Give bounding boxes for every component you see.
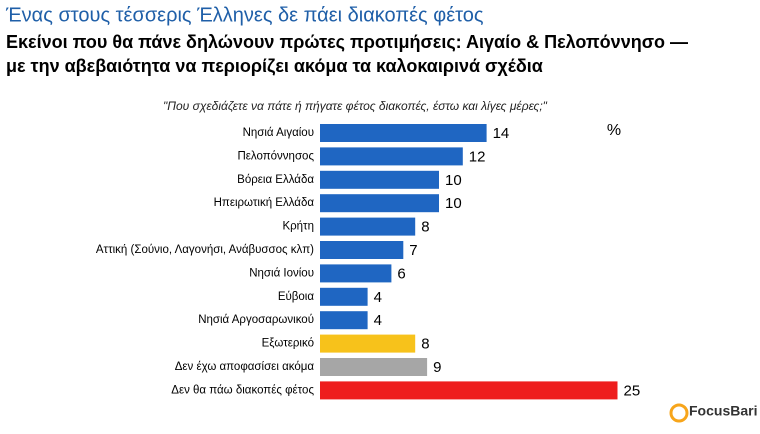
category-label: Εύβοια [278, 291, 315, 303]
logo-icon [669, 403, 689, 423]
chart-title: Ένας στους τέσσερις Έλληνες δε πάει διακ… [5, 4, 484, 26]
question: "Που σχεδιάζετε να πάτε ή πήγατε φέτος δ… [163, 99, 548, 113]
category-label: Βόρεια Ελλάδα [237, 174, 314, 186]
category-label: Αττική (Σούνιο, Λαγονήσι, Ανάβυσσος κλπ) [96, 244, 314, 256]
category-label: Νησιά Ιονίου [249, 267, 314, 279]
category-label: Δεν θα πάω διακοπές φέτος [171, 384, 314, 396]
category-label: Νησιά Αιγαίου [243, 127, 314, 139]
category-label: Ηπειρωτική Ελλάδα [214, 197, 315, 209]
chart-subtitle: με την αβεβαιότητα να περιορίζει ακόμα τ… [6, 56, 543, 77]
bar [320, 381, 618, 400]
bar [320, 241, 404, 259]
bar [320, 147, 463, 166]
value-label: 10 [445, 195, 462, 212]
value-label: 4 [374, 312, 382, 329]
value-label: 6 [397, 265, 405, 282]
value-label: 9 [433, 359, 441, 376]
unit-label: % [607, 122, 621, 139]
bar [320, 217, 416, 236]
chart-subtitle: Εκείνοι που θα πάνε δηλώνουν πρώτες προτ… [6, 32, 688, 52]
bar [320, 264, 392, 283]
value-label: 12 [469, 148, 486, 165]
value-label: 10 [445, 172, 462, 189]
source-logo: FocusBari [689, 403, 757, 419]
value-label: 25 [624, 382, 641, 399]
bar [320, 311, 368, 330]
bar [320, 287, 368, 306]
value-label: 14 [493, 125, 510, 142]
category-label: Εξωτερικό [262, 338, 314, 350]
category-label: Νησιά Αργοσαρωνικού [198, 314, 314, 326]
bar [320, 124, 487, 142]
category-label: Κρήτη [282, 221, 314, 233]
value-label: 8 [421, 336, 429, 353]
value-label: 7 [409, 242, 417, 259]
category-label: Πελοπόννησος [237, 150, 314, 162]
bar [320, 170, 439, 189]
category-label: Δεν έχω αποφασίσει ακόμα [175, 361, 315, 373]
value-label: 8 [421, 219, 429, 236]
value-label: 4 [374, 289, 382, 306]
bar [320, 334, 416, 353]
bar [320, 358, 428, 376]
bar [320, 194, 439, 213]
